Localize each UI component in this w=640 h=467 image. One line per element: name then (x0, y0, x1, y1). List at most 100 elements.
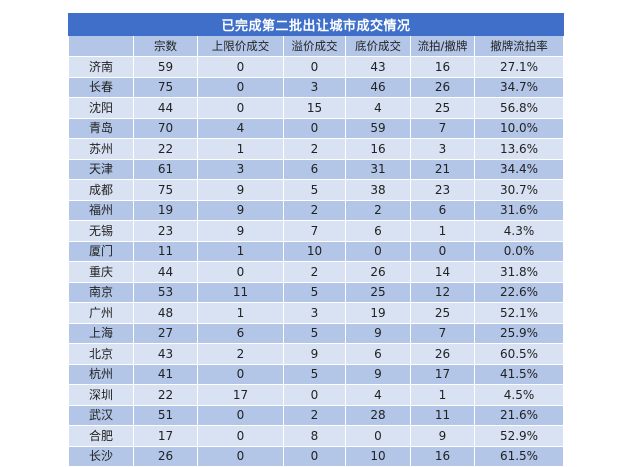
cell-withdraw-rate: 4.5% (473, 384, 565, 406)
cell-city: 成都 (68, 179, 134, 201)
cell-city: 武汉 (68, 404, 134, 426)
table-row: 北京 43 2 9 6 26 60.5% (68, 343, 565, 365)
cell-city: 深圳 (68, 384, 134, 406)
cell-base-price: 6 (345, 220, 411, 242)
cell-premium: 3 (283, 76, 346, 98)
cell-withdraw-rate: 21.6% (473, 404, 565, 426)
cell-withdrawn: 25 (410, 97, 475, 119)
cell-base-price: 46 (345, 76, 411, 98)
cell-cap-price: 4 (197, 117, 284, 139)
cell-city: 天津 (68, 158, 134, 180)
cell-premium: 0 (283, 384, 346, 406)
cell-withdraw-rate: 60.5% (473, 343, 565, 365)
cell-base-price: 0 (345, 240, 411, 262)
cell-base-price: 26 (345, 261, 411, 283)
cell-cap-price: 1 (197, 240, 284, 262)
table-row: 无锡 23 9 7 6 1 4.3% (68, 220, 565, 242)
cell-withdrawn: 9 (410, 425, 475, 447)
cell-count: 17 (133, 425, 198, 447)
cell-base-price: 25 (345, 281, 411, 303)
cell-base-price: 9 (345, 363, 411, 385)
cell-premium: 0 (283, 445, 346, 467)
cell-cap-price: 9 (197, 199, 284, 221)
table-row: 长春 75 0 3 46 26 34.7% (68, 76, 565, 98)
cell-count: 53 (133, 281, 198, 303)
cell-withdraw-rate: 31.8% (473, 261, 565, 283)
cell-withdrawn: 1 (410, 220, 475, 242)
cell-withdraw-rate: 22.6% (473, 281, 565, 303)
cell-base-price: 43 (345, 56, 411, 78)
cell-withdraw-rate: 30.7% (473, 179, 565, 201)
cell-withdraw-rate: 52.1% (473, 302, 565, 324)
cell-count: 75 (133, 76, 198, 98)
cell-cap-price: 6 (197, 322, 284, 344)
cell-premium: 3 (283, 302, 346, 324)
cell-cap-price: 3 (197, 158, 284, 180)
cell-cap-price: 0 (197, 97, 284, 119)
cell-premium: 8 (283, 425, 346, 447)
table-header-row: 宗数 上限价成交 溢价成交 底价成交 流拍/撤牌 撤牌流拍率 (68, 35, 565, 57)
cell-base-price: 28 (345, 404, 411, 426)
header-withdraw-rate: 撤牌流拍率 (473, 35, 565, 57)
cell-city: 厦门 (68, 240, 134, 262)
cell-withdrawn: 1 (410, 384, 475, 406)
table-title-row: 已完成第二批出让城市成交情况 (67, 13, 565, 36)
cell-premium: 9 (283, 343, 346, 365)
cell-premium: 5 (283, 322, 346, 344)
table-row: 深圳 22 17 0 4 1 4.5% (68, 384, 565, 406)
cell-premium: 5 (283, 281, 346, 303)
table-row: 苏州 22 1 2 16 3 13.6% (68, 138, 565, 160)
cell-count: 26 (133, 445, 198, 467)
cell-base-price: 0 (345, 425, 411, 447)
cell-withdraw-rate: 34.4% (473, 158, 565, 180)
cell-withdraw-rate: 52.9% (473, 425, 565, 447)
cell-premium: 0 (283, 56, 346, 78)
cell-premium: 2 (283, 138, 346, 160)
table-row: 广州 48 1 3 19 25 52.1% (68, 302, 565, 324)
cell-count: 48 (133, 302, 198, 324)
cell-premium: 6 (283, 158, 346, 180)
header-city (68, 35, 134, 57)
cell-premium: 0 (283, 117, 346, 139)
header-count: 宗数 (133, 35, 198, 57)
cell-city: 苏州 (68, 138, 134, 160)
cell-withdraw-rate: 25.9% (473, 322, 565, 344)
cell-withdraw-rate: 27.1% (473, 56, 565, 78)
cell-base-price: 2 (345, 199, 411, 221)
cell-premium: 7 (283, 220, 346, 242)
cell-cap-price: 0 (197, 76, 284, 98)
city-transaction-table: 已完成第二批出让城市成交情况 宗数 上限价成交 溢价成交 底价成交 流拍/撤牌 … (67, 13, 565, 467)
cell-withdrawn: 3 (410, 138, 475, 160)
cell-withdraw-rate: 61.5% (473, 445, 565, 467)
cell-cap-price: 9 (197, 220, 284, 242)
table-row: 杭州 41 0 5 9 17 41.5% (68, 363, 565, 385)
cell-cap-price: 0 (197, 56, 284, 78)
cell-withdraw-rate: 13.6% (473, 138, 565, 160)
cell-count: 44 (133, 97, 198, 119)
cell-cap-price: 17 (197, 384, 284, 406)
cell-withdrawn: 6 (410, 199, 475, 221)
cell-count: 51 (133, 404, 198, 426)
cell-count: 44 (133, 261, 198, 283)
cell-base-price: 19 (345, 302, 411, 324)
table-row: 长沙 26 0 0 10 16 61.5% (68, 445, 565, 467)
cell-cap-price: 1 (197, 302, 284, 324)
cell-withdrawn: 26 (410, 343, 475, 365)
cell-city: 济南 (68, 56, 134, 78)
cell-withdrawn: 11 (410, 404, 475, 426)
cell-base-price: 9 (345, 322, 411, 344)
cell-withdrawn: 17 (410, 363, 475, 385)
table-row: 福州 19 9 2 2 6 31.6% (68, 199, 565, 221)
table-row: 青岛 70 4 0 59 7 10.0% (68, 117, 565, 139)
table-row: 重庆 44 0 2 26 14 31.8% (68, 261, 565, 283)
cell-count: 11 (133, 240, 198, 262)
table-body: 济南 59 0 0 43 16 27.1% 长春 75 0 3 46 26 34.7% 沈阳 44 0 15 4 25… (68, 56, 565, 467)
cell-withdrawn: 25 (410, 302, 475, 324)
cell-premium: 5 (283, 179, 346, 201)
cell-count: 75 (133, 179, 198, 201)
cell-base-price: 4 (345, 97, 411, 119)
cell-count: 27 (133, 322, 198, 344)
cell-city: 青岛 (68, 117, 134, 139)
cell-base-price: 6 (345, 343, 411, 365)
cell-city: 沈阳 (68, 97, 134, 119)
